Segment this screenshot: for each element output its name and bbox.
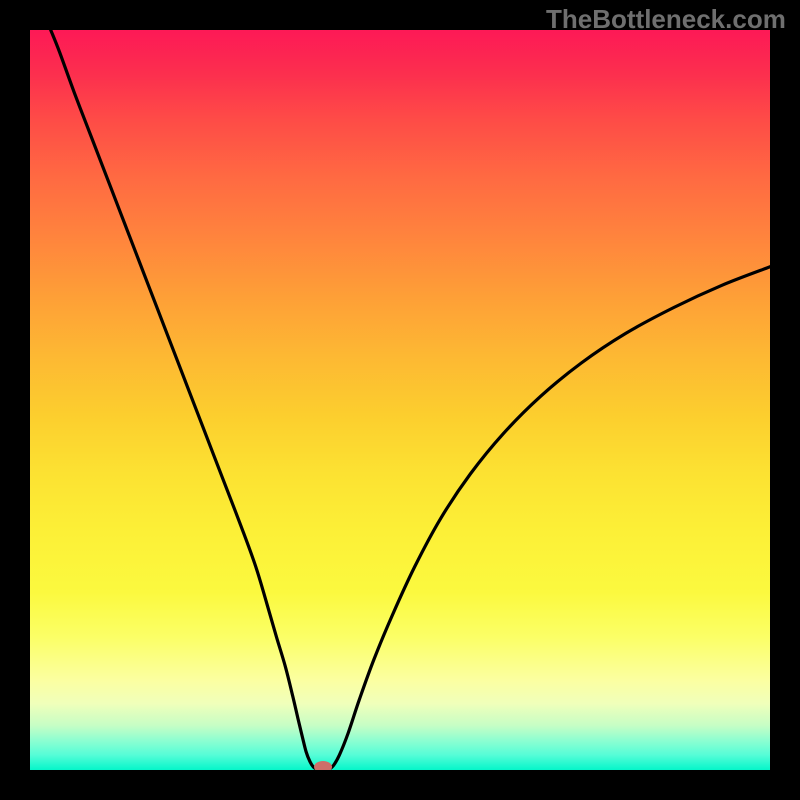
watermark-text: TheBottleneck.com xyxy=(546,4,786,35)
chart-stage: TheBottleneck.com xyxy=(0,0,800,800)
bottleneck-marker xyxy=(314,761,332,770)
bottleneck-curve-left xyxy=(51,30,317,769)
bottleneck-curve-right xyxy=(329,267,770,769)
plot-area xyxy=(30,30,770,770)
plot-svg xyxy=(30,30,770,770)
